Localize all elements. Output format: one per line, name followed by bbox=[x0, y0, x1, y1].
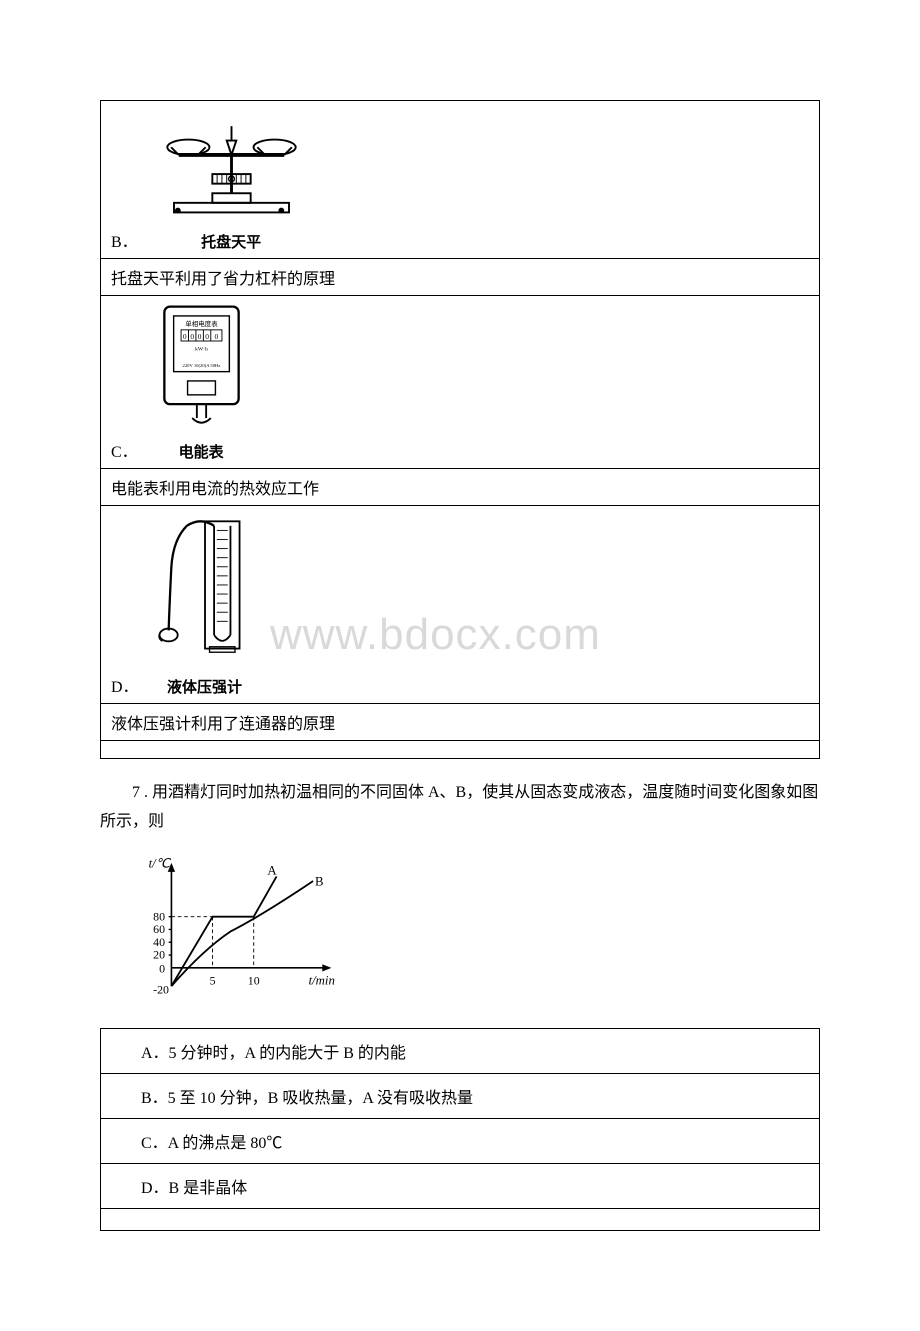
empty-row bbox=[101, 1208, 820, 1230]
svg-text:0: 0 bbox=[205, 332, 209, 341]
svg-text:0: 0 bbox=[197, 332, 201, 341]
q7-option-d: D．B 是非晶体 bbox=[101, 1163, 820, 1208]
svg-text:单相电度表: 单相电度表 bbox=[185, 319, 218, 328]
balance-icon bbox=[154, 107, 309, 222]
svg-text:0: 0 bbox=[214, 332, 218, 341]
svg-text:t/min: t/min bbox=[309, 973, 335, 987]
option-d-figure-cell: D． bbox=[101, 506, 820, 704]
option-b-label: B． bbox=[111, 228, 138, 252]
svg-text:-20: -20 bbox=[153, 982, 169, 996]
svg-text:kW·h: kW·h bbox=[195, 346, 208, 352]
liquid-manometer-icon bbox=[155, 512, 255, 667]
question-7-text: 7 . 用酒精灯同时加热初温相同的不同固体 A、B，使其从固态变成液态，温度随时… bbox=[100, 779, 820, 837]
option-c-figure-cell: C． 单相电度表 0 0 0 0 0 kW·h 220 bbox=[101, 296, 820, 469]
option-d-desc: 液体压强计利用了连通器的原理 bbox=[101, 704, 820, 741]
temperature-time-chart-icon: t/℃ t/min 0 20 40 60 80 -20 5 10 A B bbox=[130, 849, 350, 1009]
electricity-meter-icon: 单相电度表 0 0 0 0 0 kW·h 220V 10(20)A 50Hz bbox=[154, 302, 249, 432]
svg-text:0: 0 bbox=[159, 961, 165, 975]
svg-text:0: 0 bbox=[183, 332, 187, 341]
manometer-figure: 液体压强计 bbox=[155, 512, 255, 697]
svg-text:20: 20 bbox=[153, 947, 165, 961]
svg-text:t/℃: t/℃ bbox=[149, 856, 172, 870]
option-d-label: D． bbox=[111, 673, 139, 697]
svg-text:80: 80 bbox=[153, 909, 165, 923]
question-6-options-table: B． bbox=[100, 100, 820, 759]
q7-option-b: B．5 至 10 分钟，B 吸收热量，A 没有吸收热量 bbox=[101, 1073, 820, 1118]
manometer-caption: 液体压强计 bbox=[155, 676, 255, 697]
q7-option-a: A．5 分钟时，A 的内能大于 B 的内能 bbox=[101, 1028, 820, 1073]
option-c-desc: 电能表利用电流的热效应工作 bbox=[101, 469, 820, 506]
svg-text:60: 60 bbox=[153, 922, 165, 936]
balance-figure: 托盘天平 bbox=[154, 107, 309, 252]
option-c-label: C． bbox=[111, 438, 138, 462]
option-b-desc: 托盘天平利用了省力杠杆的原理 bbox=[101, 259, 820, 296]
svg-text:10: 10 bbox=[248, 973, 260, 987]
svg-text:5: 5 bbox=[210, 973, 216, 987]
svg-text:40: 40 bbox=[153, 935, 165, 949]
q7-option-c: C．A 的沸点是 80℃ bbox=[101, 1118, 820, 1163]
meter-caption: 电能表 bbox=[154, 441, 249, 462]
svg-text:B: B bbox=[315, 874, 324, 888]
meter-figure: 单相电度表 0 0 0 0 0 kW·h 220V 10(20)A 50Hz bbox=[154, 302, 249, 462]
svg-text:A: A bbox=[267, 863, 277, 877]
empty-row bbox=[101, 741, 820, 759]
svg-text:220V 10(20)A 50Hz: 220V 10(20)A 50Hz bbox=[182, 364, 220, 369]
balance-caption: 托盘天平 bbox=[154, 231, 309, 252]
option-b-figure-cell: B． bbox=[101, 101, 820, 259]
question-7-options-table: A．5 分钟时，A 的内能大于 B 的内能 B．5 至 10 分钟，B 吸收热量… bbox=[100, 1028, 820, 1231]
svg-text:0: 0 bbox=[190, 332, 194, 341]
question-7-chart: t/℃ t/min 0 20 40 60 80 -20 5 10 A B bbox=[130, 849, 820, 1014]
